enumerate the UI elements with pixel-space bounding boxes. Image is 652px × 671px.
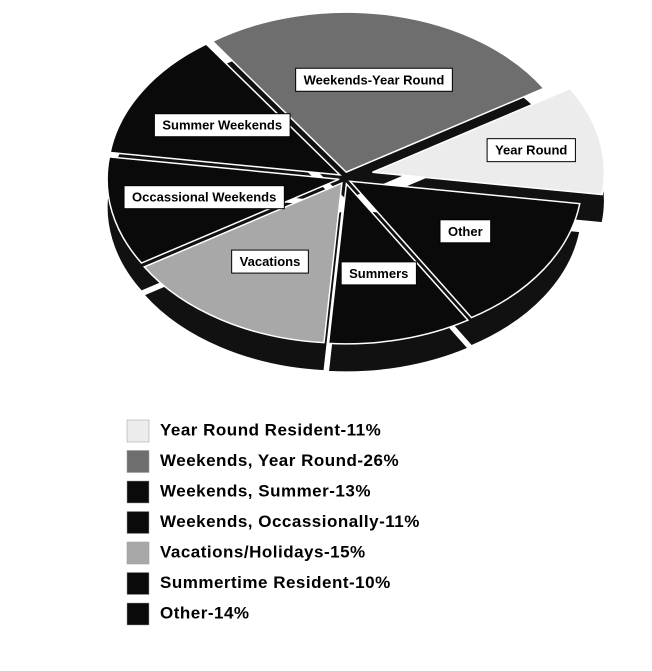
label-box <box>486 138 576 163</box>
slice-label: Year Round <box>495 143 567 158</box>
slice-label-box: Summers <box>340 261 417 286</box>
slice-labels: Year Round Weekends-Year Round Summer Week… <box>123 67 576 286</box>
legend-swatch <box>126 602 150 626</box>
legend-swatch <box>126 572 150 595</box>
slice-label: Summers <box>349 266 408 281</box>
slice <box>348 180 581 319</box>
legend-swatch <box>126 480 150 504</box>
slice-label: Summer Weekends <box>162 118 282 133</box>
slice-label: Weekends-Year Round <box>304 72 445 87</box>
legend-label: Other-14% <box>160 603 250 622</box>
label-box <box>439 219 492 244</box>
legend-label: Weekends, Year Round-26% <box>160 451 399 470</box>
slice-label-box: Year Round <box>486 138 576 163</box>
slice <box>109 43 342 176</box>
legend-swatch <box>126 511 150 534</box>
legend-label: Summertime Resident-10% <box>160 573 391 592</box>
slice-label-box: Other <box>439 219 492 244</box>
slice-label-box: Weekends-Year Round <box>295 67 453 92</box>
legend-label: Vacations/Holidays-15% <box>160 542 366 561</box>
label-box <box>340 261 417 286</box>
slice <box>211 11 546 174</box>
legend-label: Year Round Resident-11% <box>160 420 381 439</box>
slice <box>106 156 340 264</box>
legend-label: Weekends, Summer-13% <box>160 481 371 500</box>
legend-swatch <box>126 541 150 565</box>
slice-label: Other <box>448 224 483 239</box>
label-box <box>153 113 291 138</box>
legend-swatch <box>126 419 150 443</box>
slice-label-box: Vacations <box>231 249 309 274</box>
slice-label: Occassional Weekends <box>132 190 276 205</box>
slice-label-box: Occassional Weekends <box>123 185 285 210</box>
label-box <box>295 67 453 92</box>
pie-tops <box>106 11 606 345</box>
label-box <box>231 249 309 274</box>
legend-swatch <box>126 450 150 473</box>
slice-label: Vacations <box>240 254 301 269</box>
legend-label: Weekends, Occassionally-11% <box>160 512 420 531</box>
legend: Year Round Resident-11% Weekends, Year Ro… <box>126 419 420 626</box>
label-box <box>123 185 285 210</box>
slice-label-box: Summer Weekends <box>153 113 291 138</box>
